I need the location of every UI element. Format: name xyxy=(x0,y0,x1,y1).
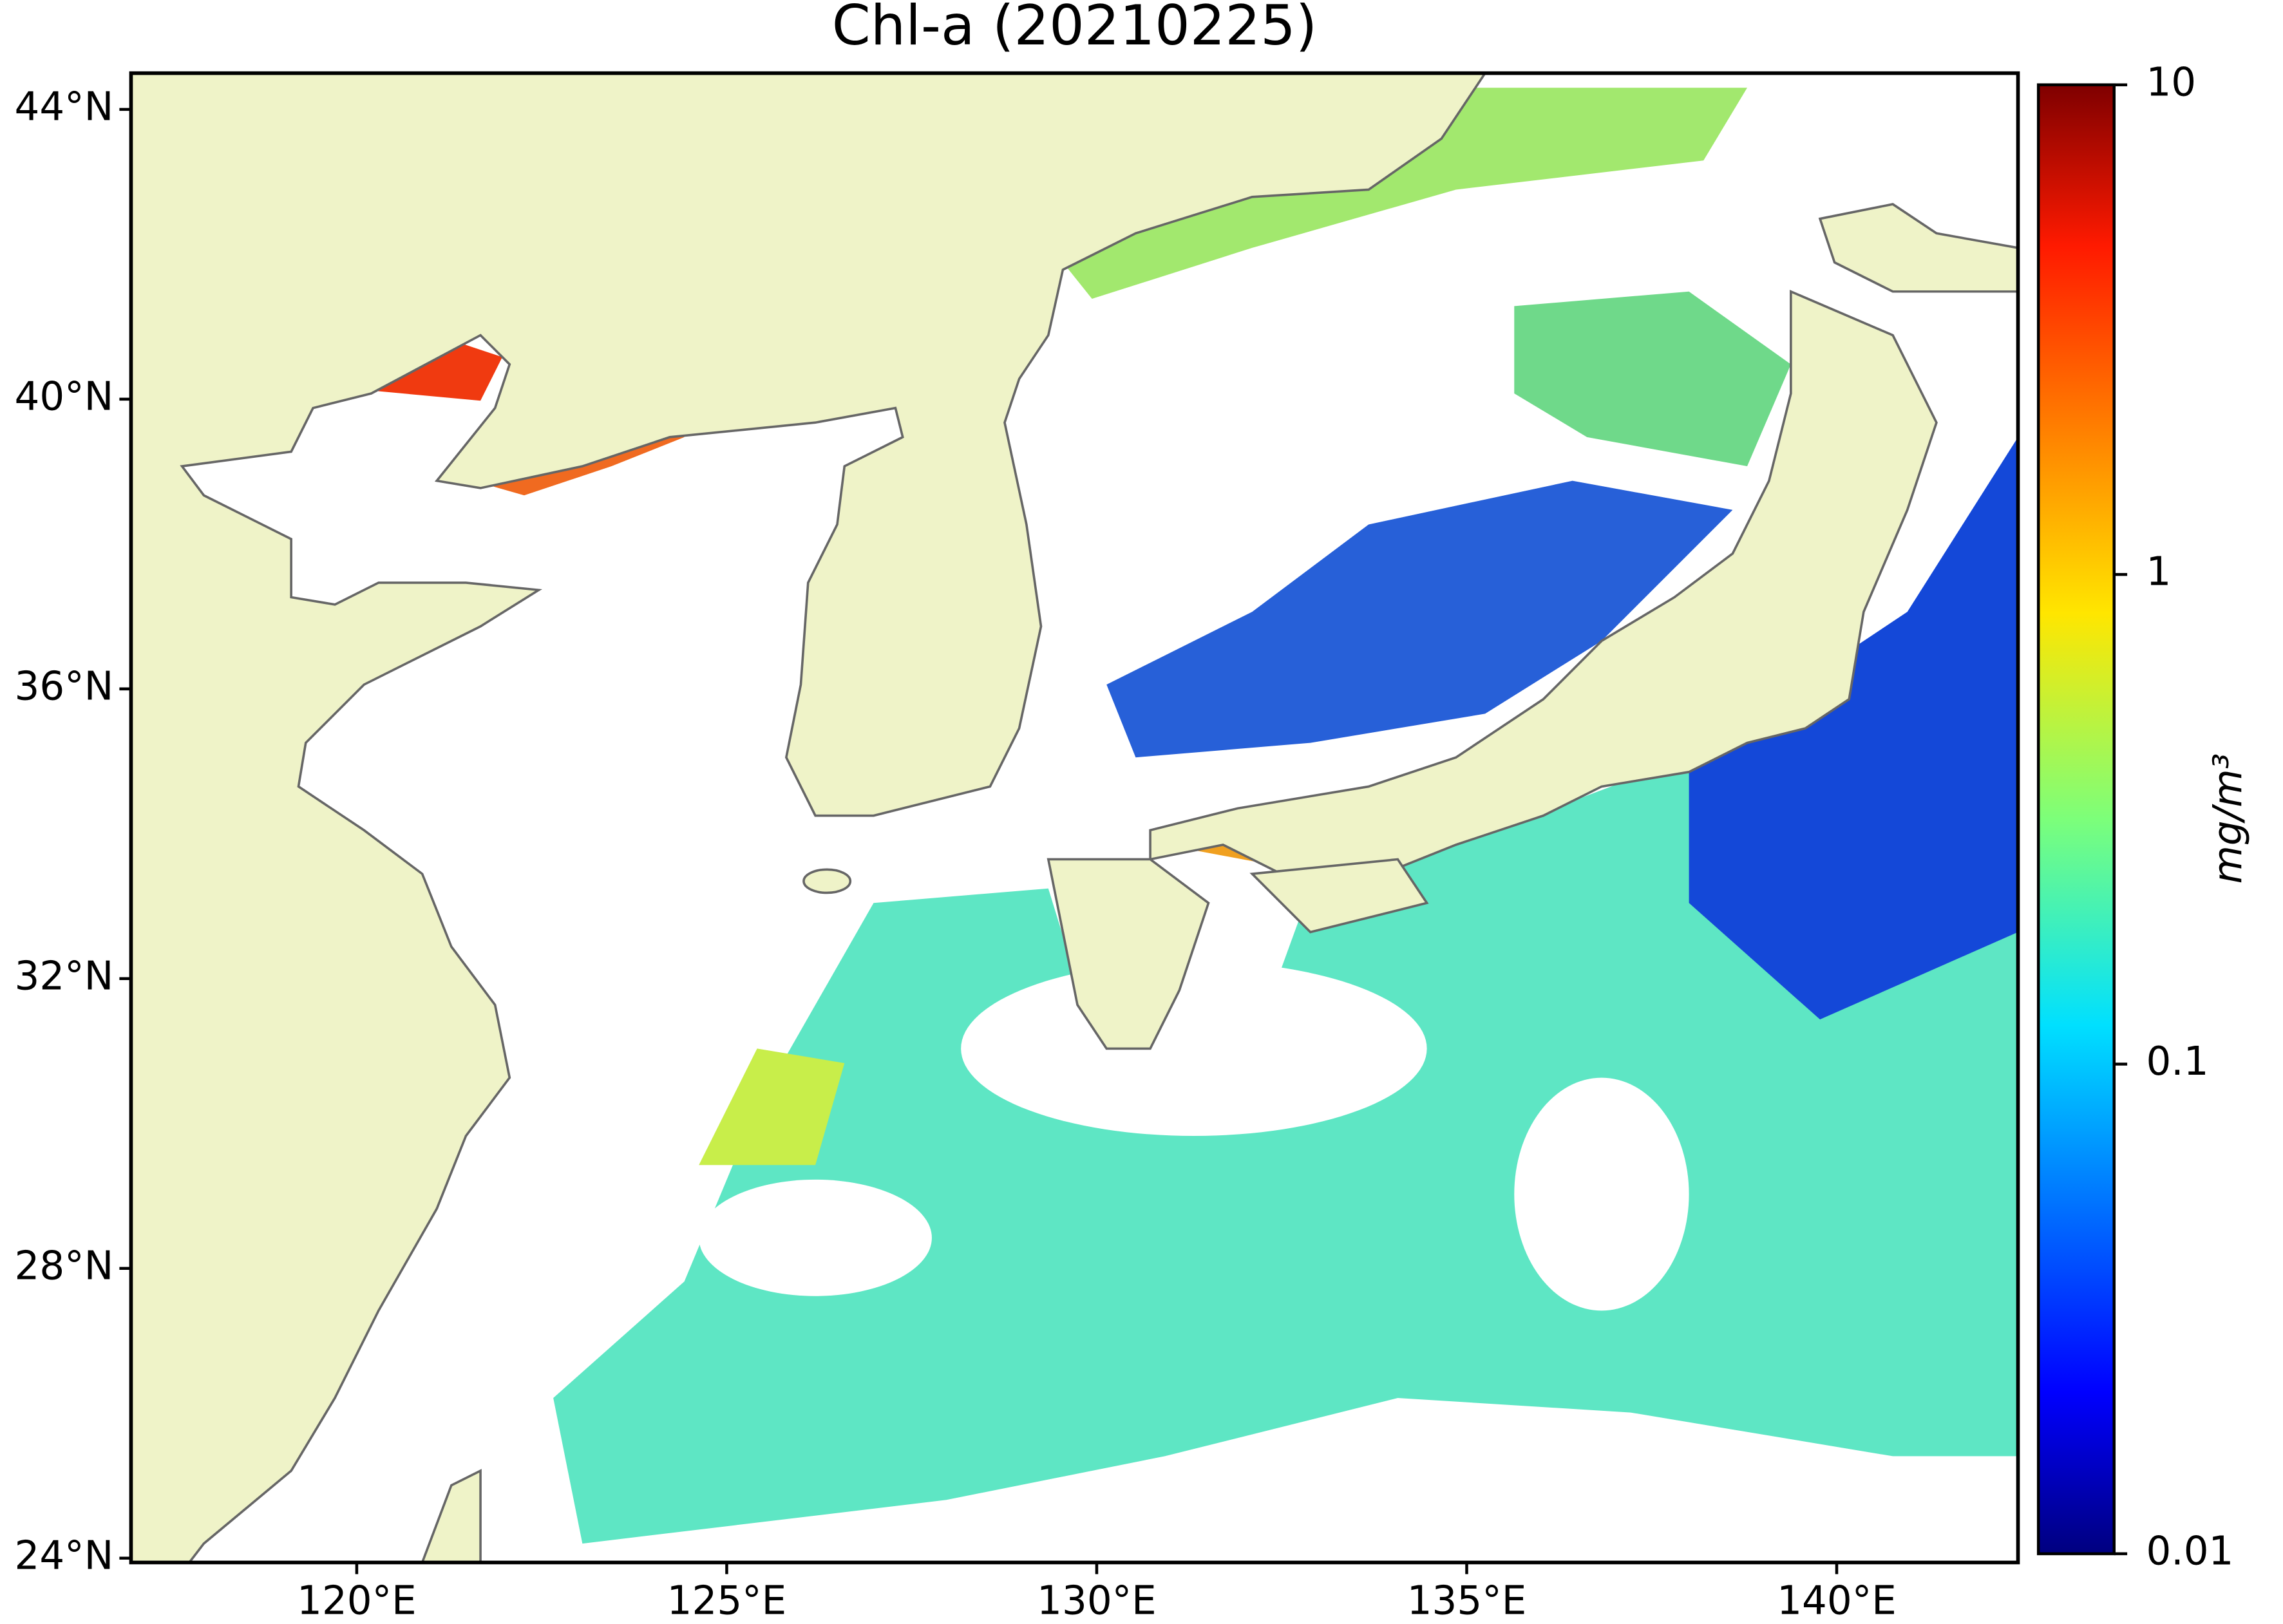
chl-patch xyxy=(371,335,502,401)
land-jeju xyxy=(802,868,852,894)
land-hokkaido xyxy=(1818,203,2018,293)
x-tick-label: 135°E xyxy=(1407,1578,1527,1623)
x-tick-label: 130°E xyxy=(1037,1578,1157,1623)
chl-patch xyxy=(553,757,2018,1544)
y-tick-label: 24°N xyxy=(15,1533,114,1578)
land-mainland xyxy=(131,73,1487,1563)
x-tick-label: 140°E xyxy=(1777,1578,1897,1623)
land-taiwan xyxy=(421,1469,482,1563)
chl-patch xyxy=(699,1048,845,1166)
y-tick-label: 32°N xyxy=(15,953,114,999)
colorbar xyxy=(2036,83,2116,1556)
chl-patch xyxy=(1106,480,1733,758)
y-tick-label: 44°N xyxy=(15,84,114,129)
colorbar-tick-label: 0.01 xyxy=(2146,1528,2233,1574)
y-tick-label: 28°N xyxy=(15,1243,114,1289)
chl-patch xyxy=(1514,291,1791,467)
colorbar-tick-label: 10 xyxy=(2146,59,2196,105)
x-tick-label: 125°E xyxy=(667,1578,787,1623)
y-tick-label: 36°N xyxy=(15,663,114,709)
map-frame xyxy=(129,71,2020,1565)
map-title: Chl-a (20210225) xyxy=(832,0,1318,58)
chl-patch xyxy=(1063,88,1748,299)
colorbar-label: mg/m³ xyxy=(2205,753,2251,884)
colorbar-tick-label: 0.1 xyxy=(2146,1039,2208,1084)
x-tick-label: 120°E xyxy=(297,1578,417,1623)
y-tick-label: 40°N xyxy=(15,373,114,419)
land-shikoku xyxy=(1249,858,1429,934)
chl-patch xyxy=(1689,437,2018,1020)
map-area xyxy=(131,73,2018,1563)
colorbar-tick-label: 1 xyxy=(2146,549,2171,595)
land-kyushu xyxy=(1047,858,1210,1050)
